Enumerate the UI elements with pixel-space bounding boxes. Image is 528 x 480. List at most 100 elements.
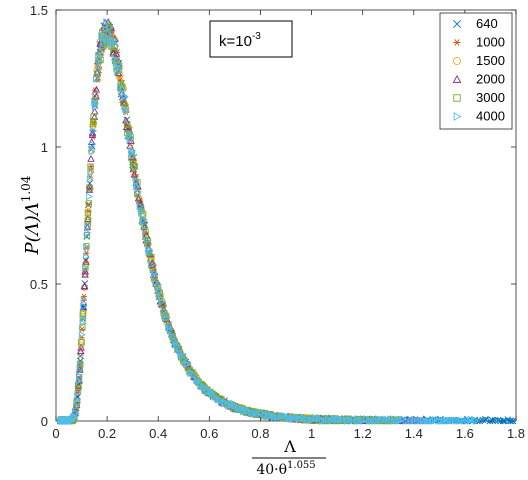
data-points [56,18,517,425]
data-point [76,366,84,375]
data-point [122,105,129,113]
data-point [367,417,375,425]
data-point [83,243,91,251]
data-point [75,381,82,388]
data-point [381,415,389,424]
data-point [234,403,242,412]
data-point [77,360,84,369]
y-tick-label: 0.5 [30,277,48,292]
data-point [84,223,92,231]
data-point [489,417,497,425]
x-tick-label: 0.8 [251,426,269,441]
data-point [188,368,195,377]
data-point [453,112,462,121]
data-point [77,347,85,354]
x-tick-label: 0.4 [149,426,167,441]
data-point [125,126,133,134]
data-point [395,416,403,425]
data-point [452,74,462,83]
y-tick-label: 1.5 [30,3,48,18]
data-point [142,225,149,234]
y-tick-label: 0 [41,414,48,429]
data-point [422,417,429,425]
x-tick-label: 1.2 [354,426,372,441]
data-point [491,416,499,424]
data-point [130,170,138,178]
data-point [238,405,246,413]
data-point [106,23,114,32]
data-point [83,252,90,261]
data-point [94,70,101,77]
x-tick-label: 0 [52,426,59,441]
data-point [315,414,323,423]
data-point [366,417,373,425]
data-point [127,137,135,144]
legend-label: 3000 [476,90,505,105]
data-point [137,203,144,210]
data-point [504,416,512,423]
data-point [332,416,340,425]
data-point [91,98,99,106]
data-point [74,385,82,392]
data-point [123,107,130,116]
data-point [188,369,195,376]
data-point [420,417,427,425]
data-point [466,417,474,425]
data-point [121,92,129,101]
data-point [134,194,143,202]
data-point [140,223,148,230]
data-point [78,330,86,339]
data-point [453,94,461,102]
data-point [126,132,134,141]
data-point [88,131,97,138]
data-point [83,232,91,239]
data-point [124,120,131,128]
data-point [85,200,93,207]
data-point [126,136,134,144]
data-point [76,377,83,385]
data-point [80,282,89,289]
data-point [354,415,361,423]
data-point [145,249,153,257]
data-point [122,116,130,124]
data-point [118,84,126,91]
legend-label: 1500 [476,53,505,68]
data-point [371,417,379,425]
data-point [377,417,384,425]
data-point [141,216,148,224]
data-point [166,323,174,332]
data-point [99,43,107,51]
data-point [93,68,101,76]
data-point [148,260,156,269]
legend: 640 1000 1500 2000 3000 4000 [439,12,513,130]
data-point [84,215,92,222]
data-point [167,325,174,334]
data-point [201,384,208,393]
data-point [131,163,139,170]
data-point [87,155,95,162]
data-point [88,147,96,156]
data-point [95,65,103,73]
data-point [76,372,84,381]
data-point [129,146,137,155]
data-point [324,416,332,425]
data-point [171,338,179,346]
data-point [96,58,104,67]
data-point [160,305,168,313]
x-label-denominator: 40·θ1.055 [256,460,315,478]
data-point [87,168,95,176]
data-point [128,149,136,157]
data-point [280,412,288,420]
legend-label: 2000 [476,72,505,87]
data-point [92,99,100,108]
data-point [124,124,133,132]
data-point [439,417,447,425]
legend-box [439,12,513,130]
data-point [135,195,143,203]
data-point [132,177,140,186]
data-point [336,415,344,424]
data-point [91,103,99,111]
data-point [151,271,159,280]
x-tick-label: 1 [308,426,315,441]
